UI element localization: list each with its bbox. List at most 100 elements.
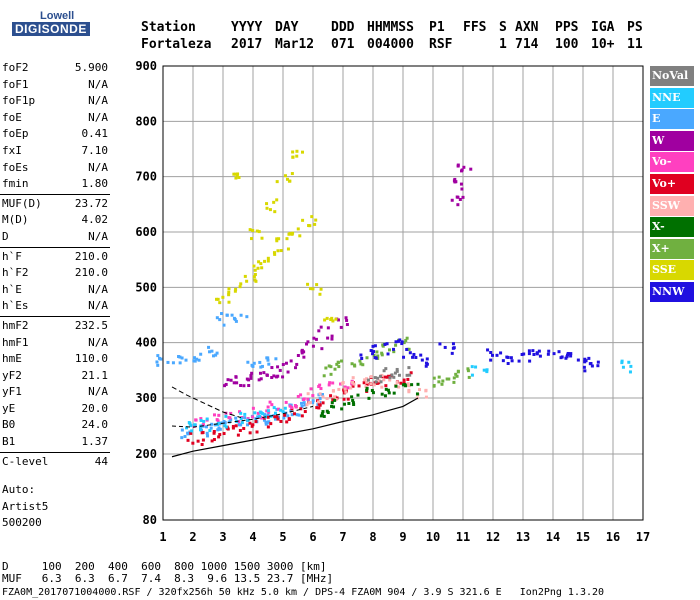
data-point-w xyxy=(326,326,330,330)
data-point-e xyxy=(156,363,160,367)
data-point-vo- xyxy=(362,381,366,385)
param-row: foE N/A xyxy=(0,110,110,127)
data-point-noval xyxy=(388,376,392,380)
data-point-sse xyxy=(306,282,310,286)
data-point-nnw xyxy=(557,350,561,354)
param-row: foEp 0.41 xyxy=(0,126,110,143)
data-point-nne xyxy=(202,419,206,423)
data-point-x- xyxy=(329,372,333,376)
data-point-sse xyxy=(266,256,270,260)
param-value: 1.80 xyxy=(81,177,109,191)
data-point-w xyxy=(306,340,310,344)
data-point-w xyxy=(456,203,460,207)
data-point-ssw xyxy=(321,395,325,399)
data-point-vo- xyxy=(328,381,332,385)
data-point-nnw xyxy=(520,352,524,356)
param-row: fmin 1.80 xyxy=(0,176,110,193)
data-point-x- xyxy=(383,394,387,398)
header-label-1: YYYY xyxy=(231,20,263,35)
data-point-nne xyxy=(224,414,228,418)
data-point-sse xyxy=(311,287,315,291)
data-point-vo- xyxy=(351,384,355,388)
data-point-x- xyxy=(365,386,369,390)
data-point-vo- xyxy=(226,427,230,431)
data-point-nne xyxy=(246,418,250,422)
data-point-nne xyxy=(243,412,247,416)
lowell-logo-text: Lowell xyxy=(40,10,75,22)
param-value: 23.72 xyxy=(74,196,108,210)
data-point-x- xyxy=(415,392,419,396)
data-point-sse xyxy=(290,172,294,176)
data-point-vo- xyxy=(238,428,242,432)
param-value: N/A xyxy=(88,77,108,91)
data-point-x- xyxy=(437,380,441,384)
data-point-nnw xyxy=(383,342,387,346)
data-point-e xyxy=(258,360,262,364)
data-point-nnw xyxy=(414,355,418,359)
data-point-w xyxy=(247,378,251,382)
data-point-sse xyxy=(285,237,289,241)
data-point-w xyxy=(249,376,253,380)
param-name: fmin xyxy=(2,177,29,191)
data-point-x- xyxy=(437,375,441,379)
data-point-sse xyxy=(248,228,252,232)
data-point-x- xyxy=(350,362,354,366)
x-tick-label: 10 xyxy=(426,530,440,544)
data-point-ssw xyxy=(372,383,376,387)
param-value: N/A xyxy=(88,94,108,108)
param-value: N/A xyxy=(88,335,108,349)
data-point-nnw xyxy=(522,352,526,356)
data-point-w xyxy=(458,197,462,201)
data-point-sse xyxy=(273,210,277,214)
data-point-x- xyxy=(371,391,375,395)
data-point-nnw xyxy=(396,339,400,343)
data-point-vo- xyxy=(284,400,288,404)
data-point-w xyxy=(224,382,228,386)
data-point-nnw xyxy=(501,359,505,363)
data-point-sse xyxy=(253,278,257,282)
data-point-nnw xyxy=(547,349,551,353)
data-point-x- xyxy=(387,348,391,352)
data-point-x- xyxy=(319,414,323,418)
artist-label: Artist5 xyxy=(2,500,49,513)
param-name: yF2 xyxy=(2,368,22,382)
data-point-vo- xyxy=(251,423,255,427)
data-point-x- xyxy=(386,388,390,392)
data-point-e xyxy=(178,361,182,365)
data-point-x- xyxy=(340,407,344,411)
data-point-nne xyxy=(279,408,283,412)
data-point-vo- xyxy=(248,431,252,435)
data-point-vo- xyxy=(242,427,246,431)
data-point-vo- xyxy=(365,383,369,387)
header-label-3: DDD xyxy=(331,20,355,35)
data-point-e xyxy=(245,315,249,319)
data-point-e xyxy=(297,413,301,417)
data-point-nnw xyxy=(517,359,521,363)
data-point-w xyxy=(345,318,349,322)
header-value-3: 071 xyxy=(331,37,355,52)
param-value: 232.5 xyxy=(74,318,108,332)
data-point-nne xyxy=(266,409,270,413)
x-tick-label: 2 xyxy=(189,530,196,544)
data-point-vo- xyxy=(287,417,291,421)
data-point-w xyxy=(317,329,321,333)
data-point-x- xyxy=(352,402,356,406)
data-point-x- xyxy=(336,361,340,365)
data-point-w xyxy=(262,371,266,375)
data-point-nne xyxy=(629,364,633,368)
legend-item-sse: SSE xyxy=(650,260,694,281)
data-point-nnw xyxy=(565,355,569,359)
data-point-noval xyxy=(390,373,394,377)
data-point-e xyxy=(208,350,212,354)
data-point-vo- xyxy=(299,393,303,397)
param-value: N/A xyxy=(88,299,108,313)
param-value: 4.02 xyxy=(81,213,109,227)
param-value: 0.41 xyxy=(81,127,109,141)
data-point-e xyxy=(286,414,290,418)
data-point-nnw xyxy=(583,369,587,373)
data-point-e xyxy=(275,407,279,411)
x-tick-label: 14 xyxy=(546,530,560,544)
data-point-nnw xyxy=(588,362,592,366)
param-row: yF1 N/A xyxy=(0,384,110,401)
data-point-ssw xyxy=(332,395,336,399)
